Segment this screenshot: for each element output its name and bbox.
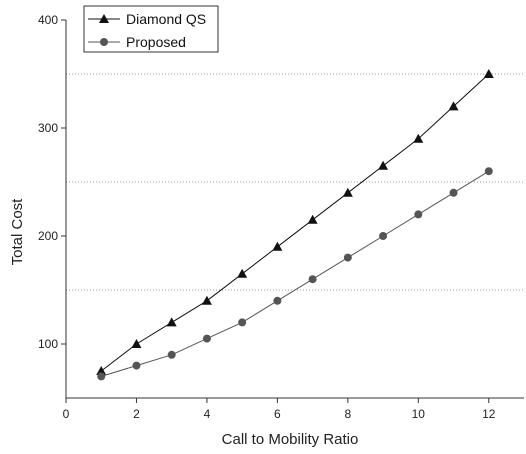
series-1-point-3 bbox=[202, 334, 211, 343]
x-tick-label-2: 2 bbox=[133, 407, 140, 421]
series-0-point-1 bbox=[131, 339, 142, 348]
x-tick-label-4: 4 bbox=[204, 407, 211, 421]
legend-marker-1 bbox=[100, 38, 108, 46]
series-0-point-11 bbox=[483, 69, 494, 78]
legend-label-0: Diamond QS bbox=[126, 11, 206, 27]
x-tick-label-0: 0 bbox=[63, 407, 70, 421]
y-ticks: 100 200 300 400 bbox=[38, 13, 66, 351]
series-0-point-7 bbox=[342, 187, 353, 197]
series-1-point-2 bbox=[167, 350, 176, 359]
series-0-point-2 bbox=[166, 317, 177, 327]
series-1-point-1 bbox=[132, 361, 141, 370]
series-1-point-10 bbox=[449, 188, 458, 197]
x-ticks: 0 2 4 6 8 10 12 bbox=[63, 398, 496, 421]
y-tick-label-400: 400 bbox=[38, 13, 58, 27]
x-axis-title: Call to Mobility Ratio bbox=[222, 431, 359, 448]
x-tick-label-12: 12 bbox=[482, 407, 496, 421]
x-tick-label-8: 8 bbox=[345, 407, 352, 421]
legend-marker-0 bbox=[99, 14, 109, 23]
series-1-point-8 bbox=[379, 232, 388, 240]
series-1-point-9 bbox=[414, 210, 423, 219]
series-1-point-7 bbox=[343, 253, 352, 262]
series-0-point-3 bbox=[201, 295, 212, 305]
series-0-point-6 bbox=[307, 214, 318, 224]
series-0-point-4 bbox=[237, 268, 248, 278]
legend-label-1: Proposed bbox=[126, 34, 186, 50]
y-tick-label-200: 200 bbox=[38, 229, 58, 243]
axes bbox=[65, 20, 524, 399]
series-0-point-8 bbox=[378, 160, 389, 170]
series-1-point-4 bbox=[238, 318, 247, 327]
series-1-point-11 bbox=[484, 167, 493, 176]
series-1-point-5 bbox=[273, 296, 282, 305]
y-tick-label-100: 100 bbox=[38, 337, 58, 351]
series-0-point-5 bbox=[272, 241, 283, 251]
series-0-point-0 bbox=[96, 366, 107, 375]
series-line-0 bbox=[100, 73, 490, 372]
x-tick-label-6: 6 bbox=[274, 407, 281, 421]
legend: Diamond QS Proposed bbox=[83, 5, 219, 53]
y-axis-title: Total Cost bbox=[9, 198, 26, 266]
series-1-point-6 bbox=[308, 275, 317, 284]
x-tick-label-10: 10 bbox=[412, 407, 426, 421]
y-tick-label-300: 300 bbox=[38, 121, 58, 135]
series-1-point-0 bbox=[97, 372, 106, 381]
series-0-point-10 bbox=[448, 101, 459, 111]
series-line-1 bbox=[101, 170, 490, 377]
series-group bbox=[96, 69, 494, 381]
series-0-point-9 bbox=[413, 133, 424, 143]
